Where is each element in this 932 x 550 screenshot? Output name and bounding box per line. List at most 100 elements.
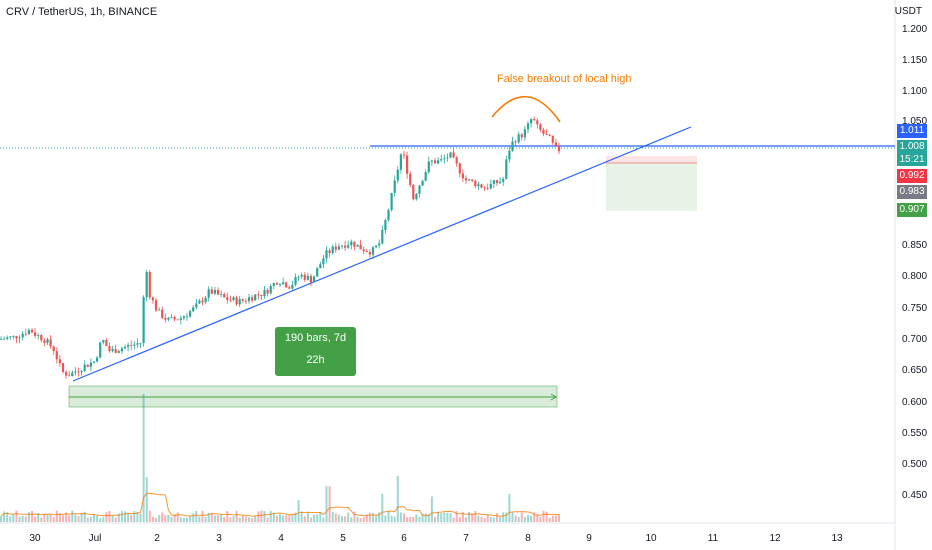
candle-body bbox=[266, 289, 269, 294]
volume-bar bbox=[272, 512, 275, 522]
candle-body bbox=[216, 290, 220, 295]
y-tick-label: 1.200 bbox=[902, 24, 927, 35]
x-tick-label: 6 bbox=[401, 533, 407, 544]
y-tick-label: 0.450 bbox=[902, 490, 927, 501]
candle-body bbox=[347, 245, 350, 248]
volume-bar bbox=[229, 517, 232, 522]
candle-body bbox=[285, 282, 288, 288]
candle-body bbox=[251, 297, 254, 301]
volume-bar bbox=[403, 513, 405, 522]
volume-bar bbox=[139, 513, 142, 522]
x-axis-labels: 30 Jul 2 3 4 5 6 7 8 9 10 11 12 13 bbox=[29, 533, 843, 544]
candle-body bbox=[356, 244, 359, 247]
volume-bar bbox=[167, 515, 170, 522]
candle-body bbox=[554, 142, 557, 146]
volume-bar bbox=[12, 514, 15, 522]
volume-bar bbox=[446, 512, 449, 522]
candle-body bbox=[15, 336, 18, 339]
volume-bar bbox=[328, 486, 331, 522]
volume-bar bbox=[74, 514, 77, 522]
candle-body bbox=[127, 345, 130, 347]
candle-body bbox=[288, 287, 291, 289]
volume-bar bbox=[213, 515, 216, 522]
candle-body bbox=[77, 371, 80, 373]
candle-body bbox=[198, 300, 201, 304]
volume-bar bbox=[387, 511, 390, 522]
volume-bar bbox=[136, 511, 139, 522]
volume-bar bbox=[108, 511, 111, 522]
volume-bar bbox=[505, 512, 508, 522]
breakout-arc[interactable] bbox=[491, 95, 561, 123]
x-tick-label: 3 bbox=[216, 533, 222, 544]
candles bbox=[0, 116, 561, 379]
candle-body bbox=[83, 364, 86, 371]
candle-body bbox=[294, 277, 297, 285]
volume-bar bbox=[325, 486, 328, 522]
candle-body bbox=[254, 294, 257, 301]
price-tag-stop: 0.992 bbox=[897, 169, 927, 183]
candle-body bbox=[499, 181, 502, 184]
volume-bar bbox=[440, 513, 443, 522]
candle-body bbox=[533, 119, 536, 121]
volume-bar bbox=[9, 516, 12, 522]
candle-body bbox=[378, 243, 381, 246]
volume-bar bbox=[406, 517, 409, 522]
candle-body bbox=[229, 299, 232, 301]
stop-zone[interactable] bbox=[606, 156, 697, 163]
volume-bar bbox=[471, 513, 474, 522]
volume-bar bbox=[297, 500, 300, 522]
candle-body bbox=[24, 333, 27, 335]
volume-bar bbox=[356, 516, 359, 522]
volume-bar bbox=[62, 515, 64, 522]
target-zone[interactable] bbox=[606, 163, 697, 211]
volume-bar bbox=[71, 510, 74, 522]
volume-bar bbox=[421, 513, 424, 522]
candle-body bbox=[464, 178, 468, 181]
breakout-annotation[interactable]: False breakout of local high bbox=[497, 73, 632, 85]
candle-body bbox=[6, 337, 9, 339]
y-tick-label: 1.050 bbox=[902, 116, 927, 127]
volume-bar bbox=[350, 517, 353, 522]
trendline[interactable] bbox=[72, 126, 692, 382]
candle-body bbox=[483, 187, 486, 189]
volume-bar bbox=[427, 514, 430, 522]
candle-body bbox=[480, 184, 483, 188]
volume-ma-line bbox=[0, 492, 560, 517]
candle-body bbox=[161, 309, 164, 318]
candle-body bbox=[412, 185, 415, 200]
candle-body bbox=[387, 210, 390, 221]
y-tick-label: 0.800 bbox=[902, 271, 927, 282]
volume-bar bbox=[424, 513, 427, 522]
candle-body bbox=[402, 154, 406, 156]
candle-body bbox=[557, 145, 561, 152]
candle-body bbox=[142, 297, 145, 343]
volume-bar bbox=[186, 517, 188, 522]
candle-body bbox=[514, 141, 517, 143]
volume-bar bbox=[80, 512, 83, 522]
y-tick-label: 0.500 bbox=[902, 459, 927, 470]
volume-bar bbox=[530, 515, 533, 522]
candle-body bbox=[257, 294, 260, 296]
y-tick-label: 0.650 bbox=[902, 365, 927, 376]
candle-body bbox=[105, 340, 108, 346]
candle-body bbox=[278, 284, 282, 285]
volume-bar bbox=[182, 517, 185, 522]
candle-body bbox=[362, 249, 365, 252]
volume-bar bbox=[458, 517, 461, 522]
price-tag-last: 1.008 15:21 bbox=[897, 140, 927, 166]
volume-bar bbox=[124, 511, 126, 522]
price-tag-high: 1.011 bbox=[897, 124, 927, 138]
measure-info-box[interactable]: 190 bars, 7d 22h Vol 160.647M bbox=[275, 327, 356, 388]
volume-bar bbox=[341, 516, 343, 522]
volume-bar bbox=[492, 517, 495, 522]
candle-body bbox=[65, 372, 68, 376]
candle-body bbox=[34, 332, 37, 336]
candle-body bbox=[154, 300, 158, 311]
candle-body bbox=[520, 134, 523, 138]
candle-body bbox=[325, 250, 328, 259]
volume-bar bbox=[359, 518, 362, 522]
volume-bar bbox=[37, 513, 40, 522]
candle-body bbox=[9, 336, 12, 338]
candle-body bbox=[238, 299, 241, 305]
